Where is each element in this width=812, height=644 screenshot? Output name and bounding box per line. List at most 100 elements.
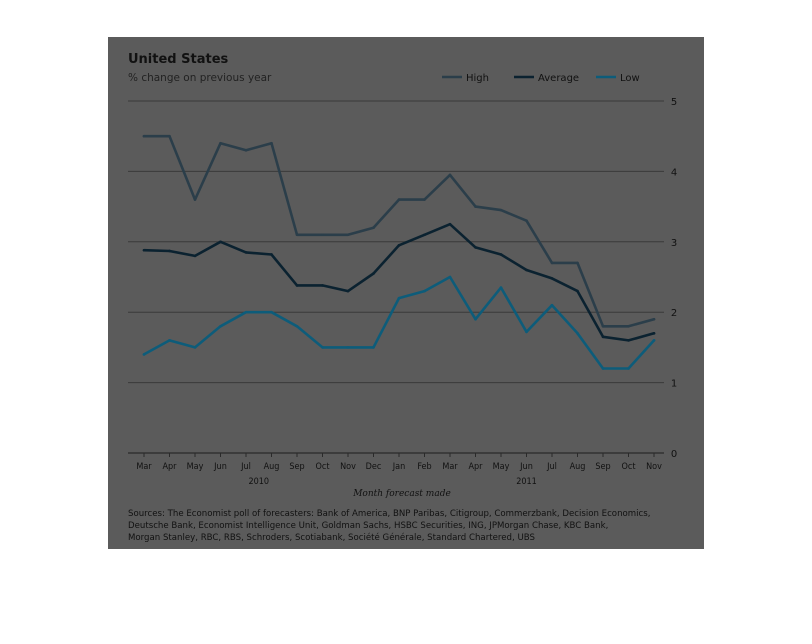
data-point-high <box>499 208 503 212</box>
x-tick-label: Jan <box>392 462 405 472</box>
x-tick-label: Jun <box>519 462 533 472</box>
source-line-2: Deutsche Bank, Economist Intelligence Un… <box>128 521 608 531</box>
data-point-high <box>219 141 222 145</box>
data-point-high <box>142 134 146 138</box>
x-tick-label: May <box>493 462 510 472</box>
legend: High Average Low <box>442 73 640 84</box>
data-point-high <box>652 317 656 321</box>
data-point-average <box>601 335 605 339</box>
line-chart: 0 1 2 3 4 5 Mar Apr May Jun Jul Aug Sep Oct Nov Dec Jan… <box>128 52 677 543</box>
x-tick-label: Nov <box>340 462 356 472</box>
data-point-high <box>576 261 579 265</box>
data-point-high <box>321 233 324 237</box>
x-tick-label: Apr <box>468 462 483 472</box>
x-tick-label: Oct <box>622 462 636 472</box>
x-tick-label: Sep <box>289 462 304 472</box>
x-tick-label: Mar <box>136 462 152 472</box>
data-point-low <box>295 324 299 328</box>
data-point-low <box>423 289 426 293</box>
data-point-high <box>270 141 273 145</box>
legend-label-high: High <box>466 73 489 84</box>
data-point-average <box>423 233 426 237</box>
y-tick-label: 4 <box>671 167 677 178</box>
data-point-average <box>219 240 222 244</box>
data-point-high <box>244 148 248 152</box>
data-point-low <box>576 332 579 335</box>
data-point-low <box>168 339 171 342</box>
data-point-high <box>525 219 528 222</box>
source-line-3: Morgan Stanley, RBC, RBS, Schroders, Sco… <box>128 532 535 543</box>
series-layer <box>142 134 656 370</box>
x-tick-label: Jul <box>240 462 251 472</box>
data-point-average <box>627 339 630 342</box>
x-tick-label: Oct <box>316 462 330 472</box>
data-point-high <box>295 233 299 237</box>
data-point-low <box>525 330 528 334</box>
data-point-low <box>219 324 222 328</box>
data-point-high <box>346 233 350 237</box>
data-point-average <box>525 268 528 272</box>
x-tick-label: Aug <box>570 462 586 472</box>
data-point-low <box>652 339 656 342</box>
x-tick-label: Jul <box>546 462 557 472</box>
data-point-low <box>397 296 401 300</box>
data-point-high <box>168 134 171 138</box>
data-point-low <box>448 275 452 279</box>
data-point-high <box>448 173 452 177</box>
source-line-1: Sources: The Economist poll of forecaste… <box>128 509 650 519</box>
data-point-average <box>193 254 197 258</box>
x-tick-label: May <box>187 462 204 472</box>
x-tick-label: Apr <box>162 462 177 472</box>
chart-panel: 0 1 2 3 4 5 Mar Apr May Jun Jul Aug Sep Oct Nov Dec Jan… <box>108 37 704 549</box>
data-point-low <box>270 310 273 314</box>
data-point-high <box>372 226 375 230</box>
data-point-high <box>397 198 401 201</box>
data-point-average <box>321 284 324 287</box>
x-tick-label: Jun <box>213 462 227 472</box>
data-point-average <box>346 289 350 293</box>
y-axis-ticks: 0 1 2 3 4 5 <box>671 97 677 460</box>
data-point-average <box>142 248 146 252</box>
grid-layer <box>128 100 664 454</box>
data-point-high <box>193 198 197 201</box>
year-label: 2010 <box>248 477 269 487</box>
data-point-average <box>499 253 503 256</box>
data-point-high <box>627 324 630 328</box>
data-point-low <box>499 286 503 289</box>
y-tick-label: 2 <box>671 308 677 319</box>
x-tick-label: Feb <box>417 462 431 472</box>
data-point-high <box>550 261 554 265</box>
data-point-average <box>244 251 248 254</box>
data-point-average <box>270 253 273 256</box>
x-tick-label: Dec <box>366 462 382 472</box>
data-point-average <box>168 249 171 253</box>
y-tick-label: 1 <box>671 379 677 390</box>
x-tick-label: Aug <box>264 462 280 472</box>
data-point-low <box>321 346 324 349</box>
data-point-high <box>423 198 426 201</box>
data-point-average <box>550 277 554 280</box>
data-point-average <box>372 272 375 275</box>
data-point-low <box>142 353 146 356</box>
chart-title: United States <box>128 52 229 67</box>
data-point-low <box>244 310 248 314</box>
data-point-low <box>550 303 554 307</box>
data-point-average <box>652 332 656 335</box>
y-tick-label: 0 <box>671 449 677 460</box>
data-point-average <box>474 246 477 249</box>
data-point-average <box>448 222 452 226</box>
data-point-average <box>576 289 579 293</box>
x-axis-label: Month forecast made <box>352 489 451 499</box>
data-point-low <box>601 367 605 370</box>
x-tick-label: Sep <box>595 462 610 472</box>
legend-label-average: Average <box>538 73 579 84</box>
sources-note: Sources: The Economist poll of forecaste… <box>128 509 650 543</box>
data-point-high <box>474 205 477 208</box>
x-tick-label: Nov <box>646 462 662 472</box>
x-tick-label: Mar <box>442 462 458 472</box>
chart-subtitle: % change on previous year <box>128 72 272 84</box>
legend-label-low: Low <box>620 73 640 84</box>
data-point-low <box>627 367 630 370</box>
data-point-low <box>193 346 197 349</box>
y-tick-label: 5 <box>671 97 677 108</box>
